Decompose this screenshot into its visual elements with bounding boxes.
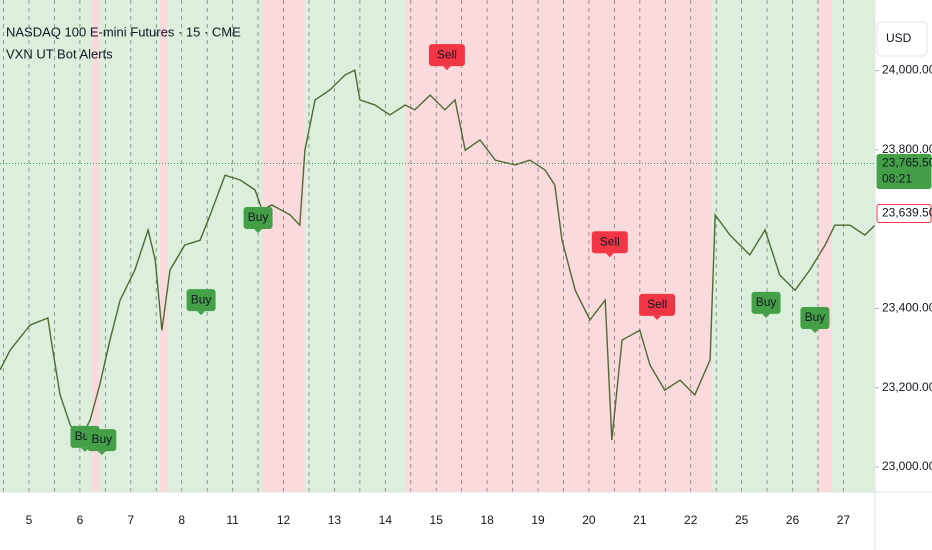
signal-pointer	[762, 313, 771, 318]
x-tick-label: 22	[684, 513, 698, 527]
signal-label: Buy	[756, 295, 777, 309]
signal-pointer	[605, 253, 614, 258]
signal-zone	[159, 0, 168, 492]
y-tick-label: 23,400.00	[882, 301, 932, 315]
x-tick-label: 6	[77, 513, 84, 527]
signal-pointer	[653, 315, 662, 320]
signal-box	[186, 289, 216, 312]
x-tick-label: 26	[786, 513, 800, 527]
chart-title: NASDAQ 100 E-mini Futures · 15 · CME	[6, 24, 241, 39]
x-tick-label: 5	[26, 513, 33, 527]
x-tick-label: 19	[531, 513, 545, 527]
signal-label: Sell	[437, 47, 457, 61]
currency: USD	[886, 31, 912, 45]
signal-box	[243, 207, 273, 230]
currency-button[interactable]	[876, 21, 928, 57]
signal-label: Buy	[91, 432, 112, 446]
signal-pointer	[97, 451, 106, 456]
signal-box	[591, 231, 628, 254]
price-label: 23,639.50	[882, 206, 932, 220]
signal-box	[639, 293, 676, 316]
price-label-box	[876, 203, 932, 223]
signal-pointer	[442, 66, 451, 71]
x-tick-label: 27	[837, 513, 851, 527]
signal-label: Sell	[600, 234, 620, 248]
signal-zone	[99, 0, 160, 492]
x-tick-label: 18	[480, 513, 494, 527]
signal-label: Buy	[248, 210, 269, 224]
y-tick-label: 24,000.00	[882, 63, 932, 77]
axis-layer: 5 6 7 8 11 12 13 14 15 18 19 20 21 22 25 26 27 23,000.00 2…	[26, 63, 932, 527]
indicator-name: VXN UT Bot Alerts	[6, 46, 113, 61]
x-tick-label: 11	[226, 513, 239, 527]
signal-box	[751, 291, 781, 314]
signal-box	[87, 429, 117, 452]
price-label: 23,765.50	[882, 156, 932, 170]
y-tick-label: 23,200.00	[882, 380, 932, 394]
signal-zone	[92, 0, 100, 492]
signal-zone	[712, 0, 818, 492]
price-label-box	[876, 154, 932, 190]
signal-zone	[832, 0, 875, 492]
signal-zone	[405, 0, 713, 492]
zones-layer	[0, 0, 875, 492]
x-tick-label: 7	[127, 513, 134, 527]
signal-zone	[304, 0, 406, 492]
signal-zone	[0, 0, 93, 492]
x-tick-label: 15	[430, 513, 444, 527]
signal-pointer	[81, 447, 90, 452]
x-tick-label: 20	[582, 513, 596, 527]
signal-box	[800, 306, 830, 329]
signal-pointer	[810, 328, 819, 333]
x-tick-label: 13	[328, 513, 342, 527]
countdown-label: 08:21	[882, 172, 912, 186]
signal-pointer	[254, 229, 263, 234]
y-tick-label: 23,800.00	[882, 142, 932, 156]
grid-layer	[3, 0, 844, 492]
y-tick-label: 23,000.00	[882, 459, 932, 473]
x-tick-label: 14	[379, 513, 393, 527]
signal-pointer	[197, 311, 206, 316]
x-tick-label: 25	[735, 513, 749, 527]
x-tick-label: 21	[633, 513, 647, 527]
x-tick-label: 12	[277, 513, 291, 527]
signal-label: Buy	[805, 310, 826, 324]
x-tick-label: 8	[178, 513, 185, 527]
signal-label: Buy	[191, 292, 212, 306]
price-line	[0, 69, 876, 442]
signal-box	[428, 44, 465, 67]
signal-label: Sell	[647, 297, 667, 311]
